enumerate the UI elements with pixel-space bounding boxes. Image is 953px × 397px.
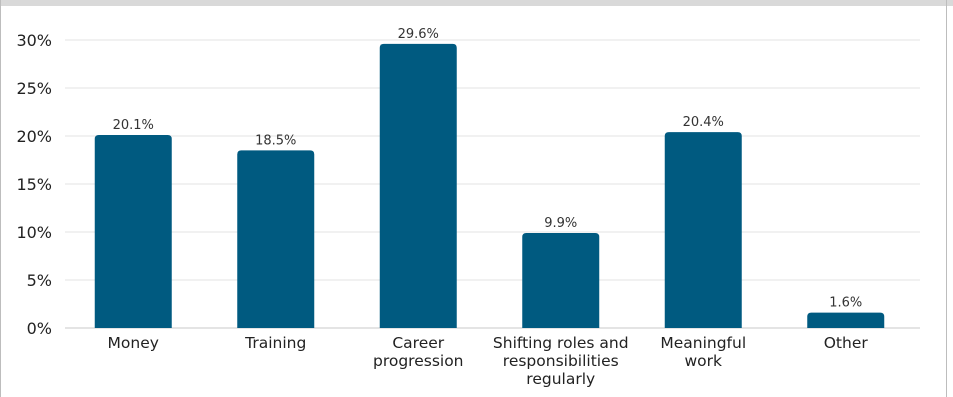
y-tick-label: 30%	[16, 31, 52, 50]
y-tick-label: 5%	[27, 271, 52, 290]
bar	[379, 43, 457, 329]
data-label: 1.6%	[829, 296, 862, 311]
bars	[94, 43, 885, 329]
data-label: 18.5%	[255, 133, 296, 148]
category-label: Other	[824, 334, 869, 352]
data-label: 20.4%	[683, 115, 724, 130]
category-label-line: regularly	[526, 370, 595, 388]
category-label-line: Other	[824, 334, 869, 352]
category-label: Training	[244, 334, 306, 352]
y-tick-label: 20%	[16, 127, 52, 146]
category-label-line: Money	[108, 334, 159, 352]
bar	[664, 132, 742, 328]
category-label-line: Meaningful	[660, 334, 746, 352]
category-label: Money	[108, 334, 159, 352]
frame-top-bar	[0, 0, 953, 6]
frame-right-border	[946, 0, 947, 397]
bar	[94, 135, 172, 328]
y-axis-tick-labels: 0% 5% 10% 15% 20% 25% 30%	[16, 31, 52, 338]
category-label-line: Career	[392, 334, 444, 352]
y-tick-label: 25%	[16, 79, 52, 98]
y-tick-label: 15%	[16, 175, 52, 194]
data-label: 9.9%	[544, 216, 577, 231]
category-label-line: work	[684, 352, 722, 370]
category-label-line: Shifting roles and	[493, 334, 629, 352]
category-label: Shifting roles and responsibilities regula…	[493, 334, 629, 388]
data-label: 20.1%	[113, 118, 154, 133]
bar	[807, 312, 885, 328]
gridlines	[65, 39, 920, 329]
category-label-line: progression	[373, 352, 464, 370]
category-label-line: responsibilities	[503, 352, 619, 370]
category-label: Career progression	[373, 334, 464, 370]
frame-left-border	[0, 0, 1, 397]
data-labels: 20.1% 18.5% 29.6% 9.9% 20.4% 1.6%	[113, 27, 863, 311]
category-label: Meaningful work	[660, 334, 746, 370]
x-axis-category-labels: Money Training Career progression Shifting r…	[108, 334, 869, 388]
y-tick-label: 0%	[27, 319, 52, 338]
data-label: 29.6%	[398, 27, 439, 42]
category-label-line: Training	[244, 334, 306, 352]
bar	[237, 150, 315, 328]
y-tick-label: 10%	[16, 223, 52, 242]
bar	[522, 232, 600, 328]
